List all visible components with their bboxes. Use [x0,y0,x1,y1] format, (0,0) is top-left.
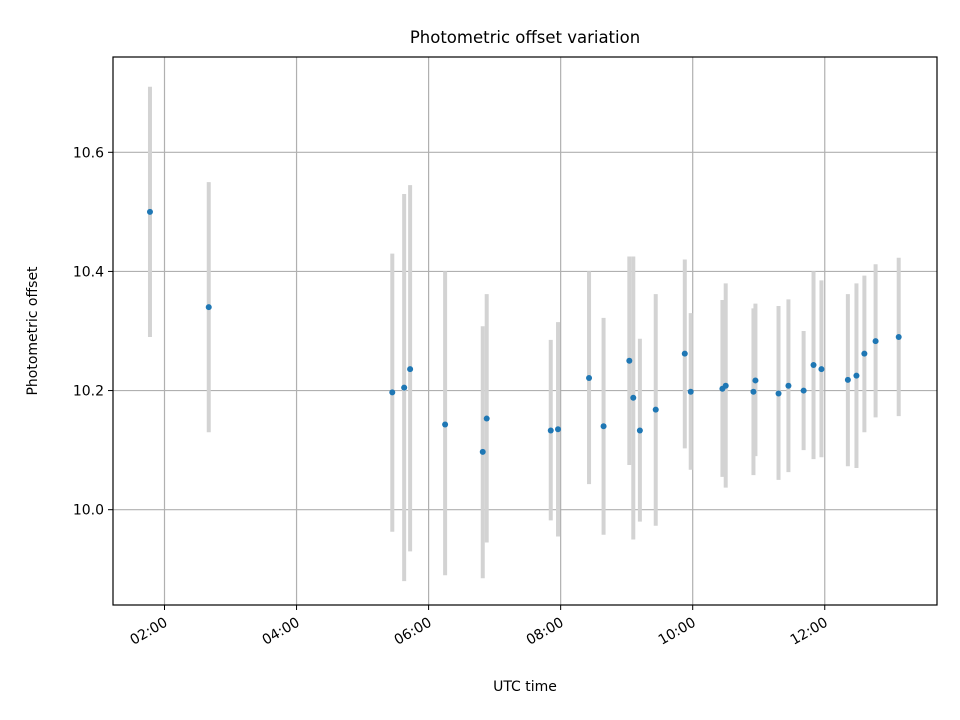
y-tick-label: 10.0 [73,503,104,519]
data-point [872,338,879,345]
data-point [630,394,637,401]
plot-background [113,57,937,605]
data-point [205,304,212,311]
x-axis-label: UTC time [493,679,557,695]
data-point [586,375,593,382]
data-point [861,350,868,357]
data-point [636,427,643,434]
data-point [800,387,807,394]
y-tick-label: 10.6 [73,145,104,161]
data-point [722,382,729,389]
data-point [483,415,490,422]
data-point [407,366,414,373]
grid [113,57,937,605]
data-points [146,208,902,455]
y-axis-label: Photometric offset [25,266,41,396]
data-point [853,372,860,379]
data-point [600,423,607,430]
data-point [750,388,757,395]
data-point [818,366,825,373]
plot-frame [112,56,938,606]
data-point [555,426,562,433]
data-point [479,448,486,455]
y-axis: 10.0 10.2 10.4 10.6 [73,145,113,519]
data-point [687,388,694,395]
data-point [626,357,633,364]
data-point [146,208,153,215]
data-point [775,390,782,397]
data-point [389,389,396,396]
y-tick-label: 10.2 [73,384,104,400]
data-point [844,376,851,383]
data-point [401,384,408,391]
data-point [547,427,554,434]
chart-title: Photometric offset variation [410,28,640,47]
plot-area [112,56,938,606]
y-tick-label: 10.4 [73,264,104,280]
data-point [652,406,659,413]
data-point [681,350,688,357]
data-point [810,361,817,368]
data-point [895,333,902,340]
data-point [785,382,792,389]
data-point [442,421,449,428]
data-point [752,377,759,384]
